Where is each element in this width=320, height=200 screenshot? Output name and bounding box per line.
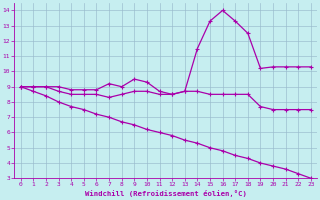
X-axis label: Windchill (Refroidissement éolien,°C): Windchill (Refroidissement éolien,°C) xyxy=(85,190,247,197)
